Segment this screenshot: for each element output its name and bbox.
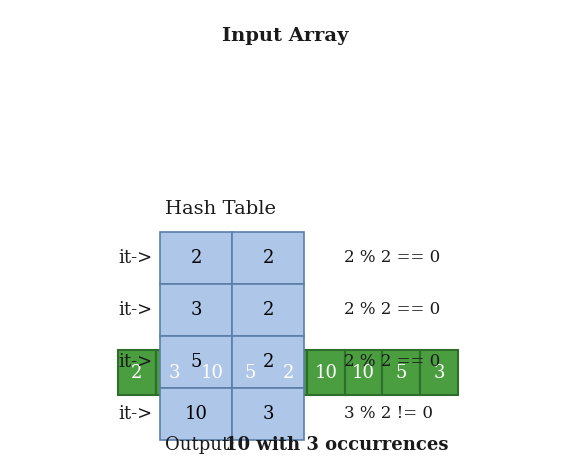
FancyBboxPatch shape [345,350,382,395]
FancyBboxPatch shape [160,232,232,284]
Text: 3: 3 [433,363,445,381]
Text: 10: 10 [201,363,224,381]
FancyBboxPatch shape [194,350,231,395]
Text: Output:: Output: [165,436,247,454]
Text: 2: 2 [190,249,202,267]
Text: 10: 10 [352,363,375,381]
Text: it->: it-> [118,249,152,267]
Text: 10 with 3 occurrences: 10 with 3 occurrences [225,436,449,454]
Text: 2: 2 [262,301,274,319]
FancyBboxPatch shape [160,336,232,388]
Text: 2 % 2 == 0: 2 % 2 == 0 [344,302,440,319]
FancyBboxPatch shape [160,388,232,440]
Text: it->: it-> [118,353,152,371]
Text: Hash Table: Hash Table [165,200,276,218]
Text: 5: 5 [190,353,202,371]
Text: 10: 10 [185,405,207,423]
FancyBboxPatch shape [231,350,269,395]
Text: 2 % 2 == 0: 2 % 2 == 0 [344,353,440,370]
FancyBboxPatch shape [232,336,304,388]
Text: 3: 3 [190,301,202,319]
FancyBboxPatch shape [232,232,304,284]
FancyBboxPatch shape [269,350,307,395]
FancyBboxPatch shape [160,284,232,336]
Text: it->: it-> [118,301,152,319]
Text: Input Array: Input Array [222,27,348,45]
FancyBboxPatch shape [420,350,458,395]
Text: 3: 3 [169,363,181,381]
FancyBboxPatch shape [118,350,156,395]
Text: 3: 3 [262,405,274,423]
Text: 10: 10 [314,363,337,381]
FancyBboxPatch shape [156,350,194,395]
Text: 5: 5 [245,363,256,381]
Text: 2: 2 [262,249,274,267]
Text: 2 % 2 == 0: 2 % 2 == 0 [344,249,440,266]
FancyBboxPatch shape [307,350,345,395]
Text: 5: 5 [396,363,407,381]
Text: 2: 2 [262,353,274,371]
Text: it->: it-> [118,405,152,423]
Text: 3 % 2 != 0: 3 % 2 != 0 [344,406,433,422]
Text: 2: 2 [282,363,294,381]
FancyBboxPatch shape [232,388,304,440]
FancyBboxPatch shape [232,284,304,336]
FancyBboxPatch shape [382,350,420,395]
Text: 2: 2 [131,363,142,381]
